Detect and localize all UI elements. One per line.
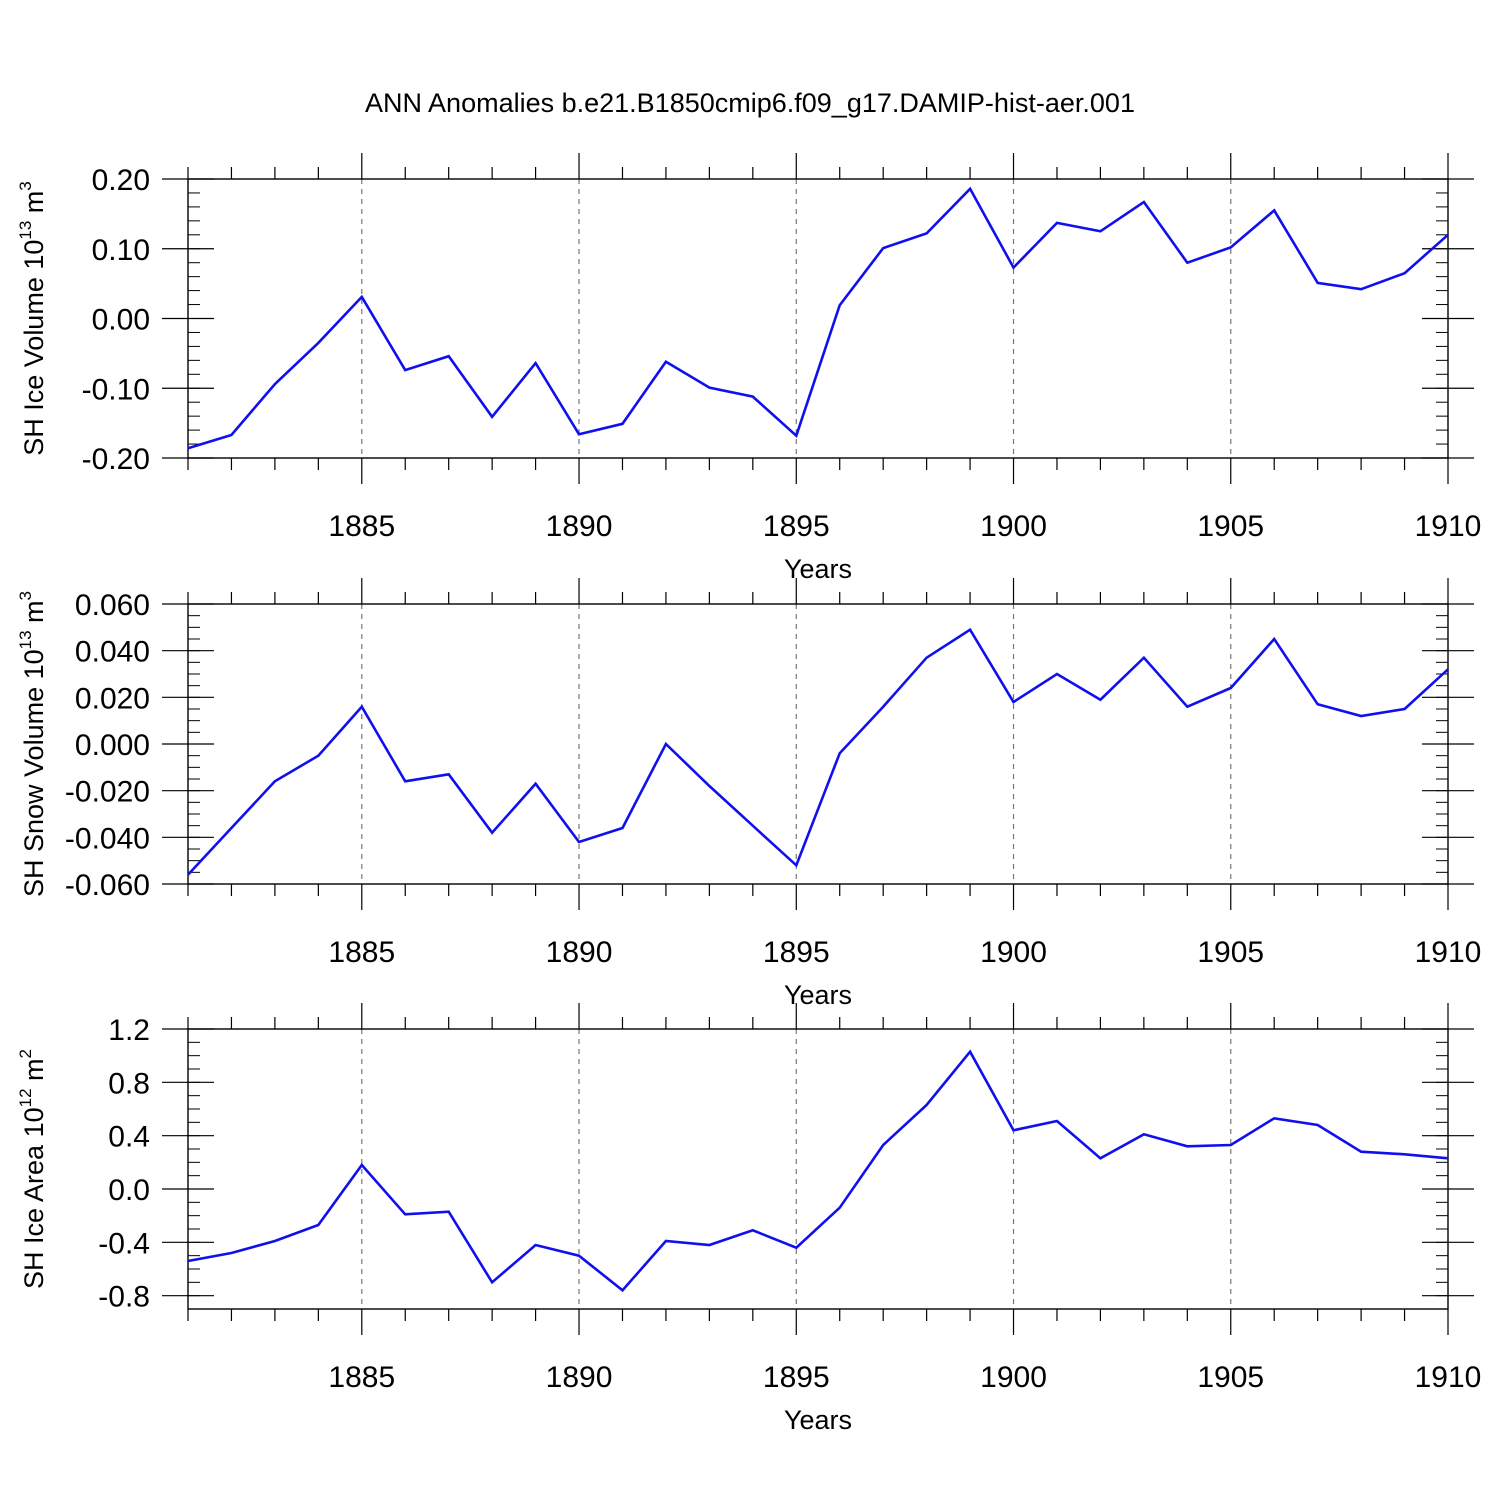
x-tick-label: 1885: [328, 510, 395, 543]
x-tick-label: 1905: [1197, 936, 1264, 969]
x-tick-label: 1890: [546, 1361, 613, 1394]
x-tick-label: 1895: [763, 1361, 830, 1394]
y-axis-label: SH Ice Volume 1013 m3: [16, 181, 49, 456]
y-tick-label: -0.4: [98, 1227, 150, 1260]
x-tick-label: 1885: [328, 1361, 395, 1394]
x-tick-label: 1900: [980, 936, 1047, 969]
x-tick-label: 1910: [1415, 936, 1482, 969]
series-line: [187, 186, 1449, 450]
x-tick-label: 1895: [763, 936, 830, 969]
x-tick-label: 1910: [1415, 510, 1482, 543]
series-line: [187, 1049, 1449, 1293]
y-tick-label: 0.20: [92, 164, 150, 197]
x-axis-label: Years: [784, 1405, 852, 1435]
plot-frame: [187, 1028, 1449, 1310]
x-tick-label: 1905: [1197, 1361, 1264, 1394]
x-axis-label: Years: [784, 980, 852, 1010]
y-tick-label: -0.10: [82, 373, 150, 406]
y-tick-label: 0.8: [108, 1067, 150, 1100]
y-tick-label: 0.000: [75, 729, 150, 762]
plot-frame: [187, 603, 1449, 885]
y-tick-label: 0.4: [108, 1121, 150, 1154]
y-tick-label: 0.00: [92, 304, 150, 337]
x-tick-label: 1895: [763, 510, 830, 543]
y-tick-label: 1.2: [108, 1014, 150, 1047]
x-tick-label: 1905: [1197, 510, 1264, 543]
chart-title: ANN Anomalies b.e21.B1850cmip6.f09_g17.D…: [365, 88, 1135, 118]
y-axis-label: SH Ice Area 1012 m2: [16, 1049, 49, 1289]
x-tick-label: 1890: [546, 936, 613, 969]
x-tick-label: 1900: [980, 1361, 1047, 1394]
x-tick-label: 1910: [1415, 1361, 1482, 1394]
y-tick-label: -0.20: [82, 443, 150, 476]
y-tick-label: 0.10: [92, 234, 150, 267]
y-tick-label: -0.060: [65, 869, 150, 902]
panel-ice-area: 1885 1890 1895 1900 1905 1910 Years -0.8 -0.4 0.0…: [16, 1003, 1481, 1435]
y-tick-label: 0.0: [108, 1174, 150, 1207]
panel-ice-volume: 1885 1890 1895 1900 1905 1910 Years -0.20 -0.10 0…: [16, 153, 1481, 584]
y-tick-label: 0.060: [75, 589, 150, 622]
x-tick-label: 1900: [980, 510, 1047, 543]
y-tick-label: 0.020: [75, 682, 150, 715]
y-tick-label: -0.040: [65, 822, 150, 855]
y-axis-label: SH Snow Volume 1013 m3: [16, 591, 49, 897]
x-axis-label: Years: [784, 554, 852, 584]
panel-snow-volume: 1885 1890 1895 1900 1905 1910 Years -0.060 -0.04…: [16, 578, 1481, 1010]
y-tick-label: 0.040: [75, 636, 150, 669]
x-tick-label: 1890: [546, 510, 613, 543]
y-tick-label: -0.8: [98, 1281, 150, 1314]
plot-frame: [187, 178, 1449, 459]
x-tick-label: 1885: [328, 936, 395, 969]
y-tick-label: -0.020: [65, 776, 150, 809]
series-line: [187, 627, 1449, 876]
